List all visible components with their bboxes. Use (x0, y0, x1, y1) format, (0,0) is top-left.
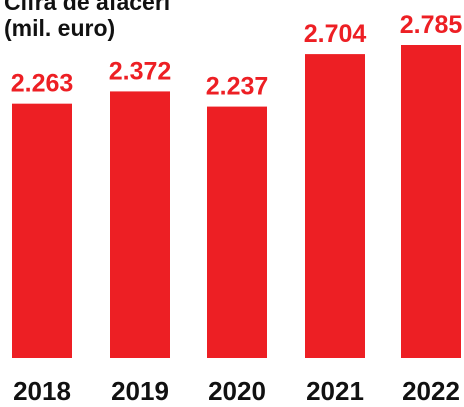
x-tick-label-2021: 2021 (306, 376, 364, 406)
data-label-2018: 2.263 (11, 70, 74, 98)
bar-2020 (207, 106, 267, 359)
x-tick-label-2022: 2022 (402, 376, 460, 406)
data-label-2020: 2.237 (206, 73, 269, 101)
bar-2018 (12, 103, 72, 358)
bar-2021 (305, 54, 365, 358)
chart-title: Cifra de afaceri (mil. euro) (4, 0, 171, 41)
data-label-2021: 2.704 (304, 20, 367, 48)
x-tick-label-2019: 2019 (111, 376, 169, 406)
x-tick-label-2020: 2020 (208, 376, 266, 406)
data-label-2019: 2.372 (109, 57, 172, 85)
x-tick-label-2018: 2018 (13, 376, 71, 406)
bar-2019 (110, 91, 170, 358)
bar-2022 (401, 45, 461, 358)
data-label-2022: 2.785 (400, 11, 463, 39)
